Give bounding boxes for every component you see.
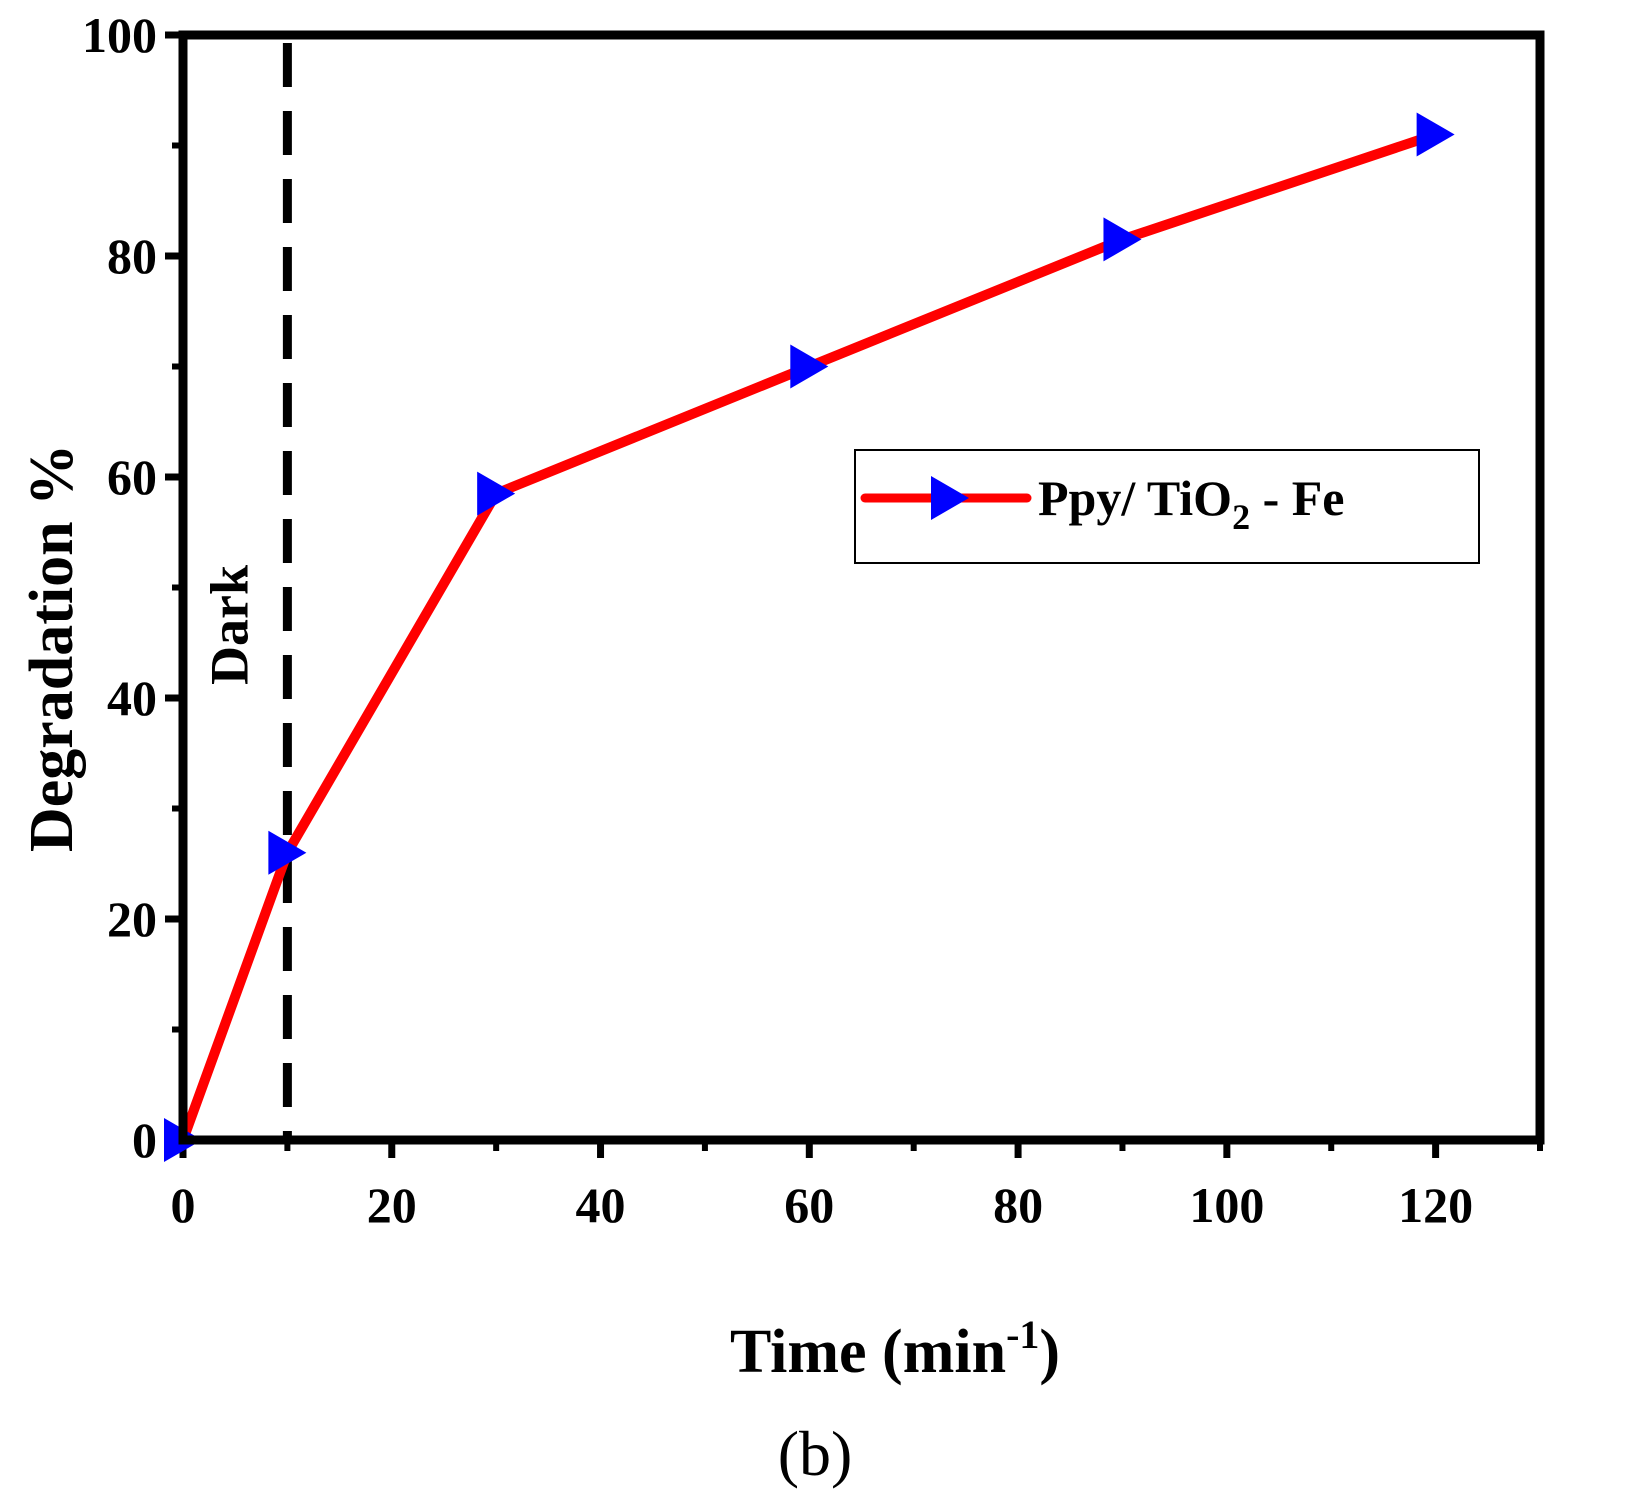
series-layer (164, 112, 1455, 1162)
data-point-marker (477, 471, 516, 516)
y-axis-title: Degradation % (18, 444, 86, 852)
x-axis-title-sup: -1 (1006, 1312, 1039, 1357)
legend: Ppy/ TiO2 - Fe (854, 449, 1480, 564)
legend-label-end: - Fe (1250, 470, 1344, 526)
x-tick-label: 120 (1398, 1177, 1473, 1233)
data-point-marker (268, 830, 307, 875)
x-tick-label: 80 (993, 1177, 1043, 1233)
legend-label-main: Ppy/ TiO (1038, 470, 1232, 526)
tick-labels: 0 20 40 60 80 100 120 0 20 40 60 80 100 (82, 7, 1473, 1233)
x-tick-label: 60 (784, 1177, 834, 1233)
legend-marker (931, 476, 969, 520)
plot-frame (178, 30, 1545, 1145)
minor-ticks (172, 142, 1543, 1151)
x-axis-title: Time (min-1) (730, 1312, 1060, 1386)
x-tick-label: 20 (367, 1177, 417, 1233)
y-tick-label: 100 (82, 7, 157, 63)
y-tick-label: 0 (132, 1112, 157, 1168)
x-tick-label: 0 (171, 1177, 196, 1233)
legend-entry-label: Ppy/ TiO2 - Fe (1038, 470, 1344, 537)
x-axis-title-end: ) (1039, 1318, 1060, 1386)
x-axis-title-main: Time (min (730, 1318, 1006, 1386)
data-point-marker (1416, 112, 1455, 157)
y-tick-label: 60 (107, 449, 157, 505)
panel-label: (b) (778, 1418, 853, 1489)
x-tick-label: 100 (1189, 1177, 1264, 1233)
data-point-marker (1103, 217, 1142, 262)
dark-label: Dark (199, 565, 259, 685)
y-tick-label: 40 (107, 670, 157, 726)
legend-label-sub: 2 (1232, 497, 1250, 537)
x-tick-label: 40 (576, 1177, 626, 1233)
legend-box (854, 449, 1480, 564)
y-tick-label: 80 (107, 228, 157, 284)
series-line (178, 129, 1441, 1145)
y-tick-label: 20 (107, 891, 157, 947)
data-point-marker (790, 344, 829, 389)
